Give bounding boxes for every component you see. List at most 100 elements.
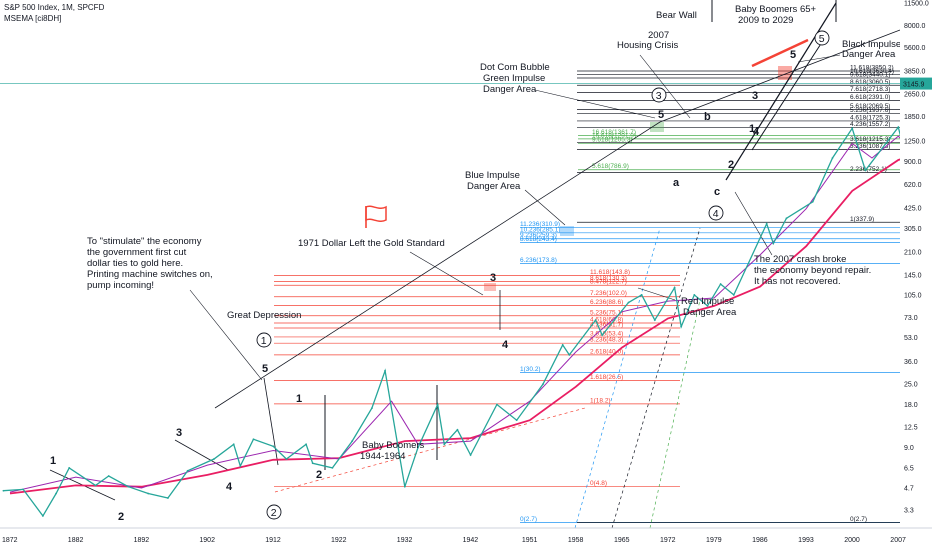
fib-blue-level-label: 9.236(259.3) xyxy=(520,232,557,239)
blue-dashed-trend xyxy=(574,227,661,529)
x-tick-label: 1951 xyxy=(522,537,538,544)
label-red-impulse-2: Danger Area xyxy=(683,307,737,318)
y-tick-label: 6.5 xyxy=(904,465,914,472)
label-stimulate-3: dollar ties to gold here. xyxy=(87,258,183,269)
x-tick-label: 1882 xyxy=(68,537,84,544)
black-danger-box xyxy=(778,66,792,80)
label-blue-impulse-2: Danger Area xyxy=(467,181,521,192)
flag-icon xyxy=(365,205,387,228)
fib-red-level-label: 4.618(66.8) xyxy=(590,317,623,324)
fib-green-level-label: 16.618(1361.7) xyxy=(592,129,636,136)
fib-black-level-label: 1(337.9) xyxy=(850,216,874,223)
fib-red-level-label: 8.478(122.7) xyxy=(590,279,627,286)
fib-black-level-label: 6.618(2391.0) xyxy=(850,94,890,101)
circled-wave-ring xyxy=(256,332,272,348)
price-point xyxy=(305,443,307,446)
fib-black-level-label: 3.618(1215.3) xyxy=(850,136,890,143)
label-dotcom-2: Green Impulse xyxy=(483,73,545,84)
price-point xyxy=(384,369,386,372)
pointer-stimulate xyxy=(189,289,263,381)
circled-wave-label: 4 xyxy=(713,208,719,220)
price-point xyxy=(186,469,189,472)
fib-blue-level-label: 10.236(285.1) xyxy=(520,226,560,233)
y-tick-label: 900.0 xyxy=(904,159,922,166)
label-stimulate-5: pump incoming! xyxy=(87,280,154,291)
y-tick-label: 620.0 xyxy=(904,182,922,189)
x-tick-label: 1932 xyxy=(397,537,413,544)
price-point xyxy=(706,304,709,307)
price-point xyxy=(55,492,57,495)
fib-black-level-label: 10.618(3630.4) xyxy=(850,68,894,75)
fib-blue-level-label: 0(2.7) xyxy=(520,516,537,523)
price-point xyxy=(371,407,373,409)
label-black-impulse-2: Danger Area xyxy=(842,49,896,60)
wave-label: 4 xyxy=(502,339,509,351)
ema-slow-series xyxy=(9,148,932,495)
x-tick-label: 1979 xyxy=(706,537,722,544)
pointer-blue xyxy=(524,189,566,226)
red-danger-box xyxy=(484,283,496,291)
pointer-dotcom xyxy=(534,89,656,119)
flag-cloth xyxy=(365,205,387,223)
fib-black-level-label: 4.618(1725.3) xyxy=(850,114,890,121)
x-tick-label: 1958 xyxy=(568,537,584,544)
price-point xyxy=(232,443,235,446)
y-tick-label: 18.0 xyxy=(904,402,918,409)
y-tick-label: 425.0 xyxy=(904,206,922,213)
price-point xyxy=(594,319,597,322)
price-point xyxy=(785,217,788,220)
price-point xyxy=(864,169,867,172)
steep-trend-line-1 xyxy=(725,2,837,181)
x-tick-label: 2007 xyxy=(890,537,906,544)
wave-label: 2 xyxy=(728,159,734,171)
wave-label: 5 xyxy=(262,363,268,375)
price-tag-label: 3145.9 xyxy=(903,82,925,89)
circled-wave-label: 5 xyxy=(819,33,825,45)
price-point xyxy=(561,343,564,346)
fib-black-level-label: 4.236(1557.2) xyxy=(850,121,890,128)
y-tick-label: 2650.0 xyxy=(904,92,926,99)
price-point xyxy=(693,294,696,296)
y-tick-label: 73.0 xyxy=(904,315,918,322)
ema-fast-series xyxy=(9,135,932,493)
x-tick-label: 2000 xyxy=(844,537,860,544)
price-point xyxy=(239,465,242,467)
price-point xyxy=(443,443,446,446)
price-point xyxy=(272,445,275,448)
fib-black-level-label: 5.618(2069.5) xyxy=(850,103,890,110)
price-point xyxy=(772,242,775,245)
label-housing-1: 2007 xyxy=(648,30,669,41)
fib-black-level-label: 11.618(3850.2) xyxy=(850,65,894,72)
bear-wall-red xyxy=(751,38,809,68)
fib-red-level-label: 0(4.8) xyxy=(590,480,607,487)
y-tick-label: 305.0 xyxy=(904,226,922,233)
label-stimulate-1: To "stimulate" the economy xyxy=(87,236,202,247)
wave-label: b xyxy=(704,111,711,123)
fib-black-level-label: 3.236(1087.3) xyxy=(850,143,890,150)
wave-label: 3 xyxy=(752,90,758,102)
label-baby-boomers: Baby Boomers xyxy=(362,440,425,451)
fib-red-level-label: 8.618(130.3) xyxy=(590,275,627,282)
label-great-depression: Great Depression xyxy=(227,310,301,321)
price-point xyxy=(167,497,169,499)
wave-label: 4 xyxy=(753,126,760,138)
wave-label: 1 xyxy=(749,123,755,135)
price-point xyxy=(673,286,676,289)
fib-red-level-label: 2.618(40.0) xyxy=(590,348,623,355)
label-red-impulse-1: Red Impulse xyxy=(681,296,734,307)
price-point xyxy=(213,458,215,460)
price-point xyxy=(732,294,735,296)
price-point xyxy=(831,157,834,159)
fib-blue-level-label: 11.236(310.9) xyxy=(520,221,560,228)
price-point xyxy=(68,466,71,469)
circled-wave-ring xyxy=(266,504,282,520)
fib-red-level-label: 3.618(53.4) xyxy=(590,330,623,337)
symbol-title: S&P 500 Index, 1M, SPCFD xyxy=(4,3,105,12)
fib-green-level-label: 9.618(1205.3) xyxy=(592,137,632,144)
pointer-crash xyxy=(734,191,773,256)
circled-wave-ring xyxy=(708,205,724,221)
wave-label: 3 xyxy=(176,427,182,439)
fib-black-level-label: 0(2.7) xyxy=(850,516,867,523)
circled-wave-label: 2 xyxy=(271,507,277,519)
